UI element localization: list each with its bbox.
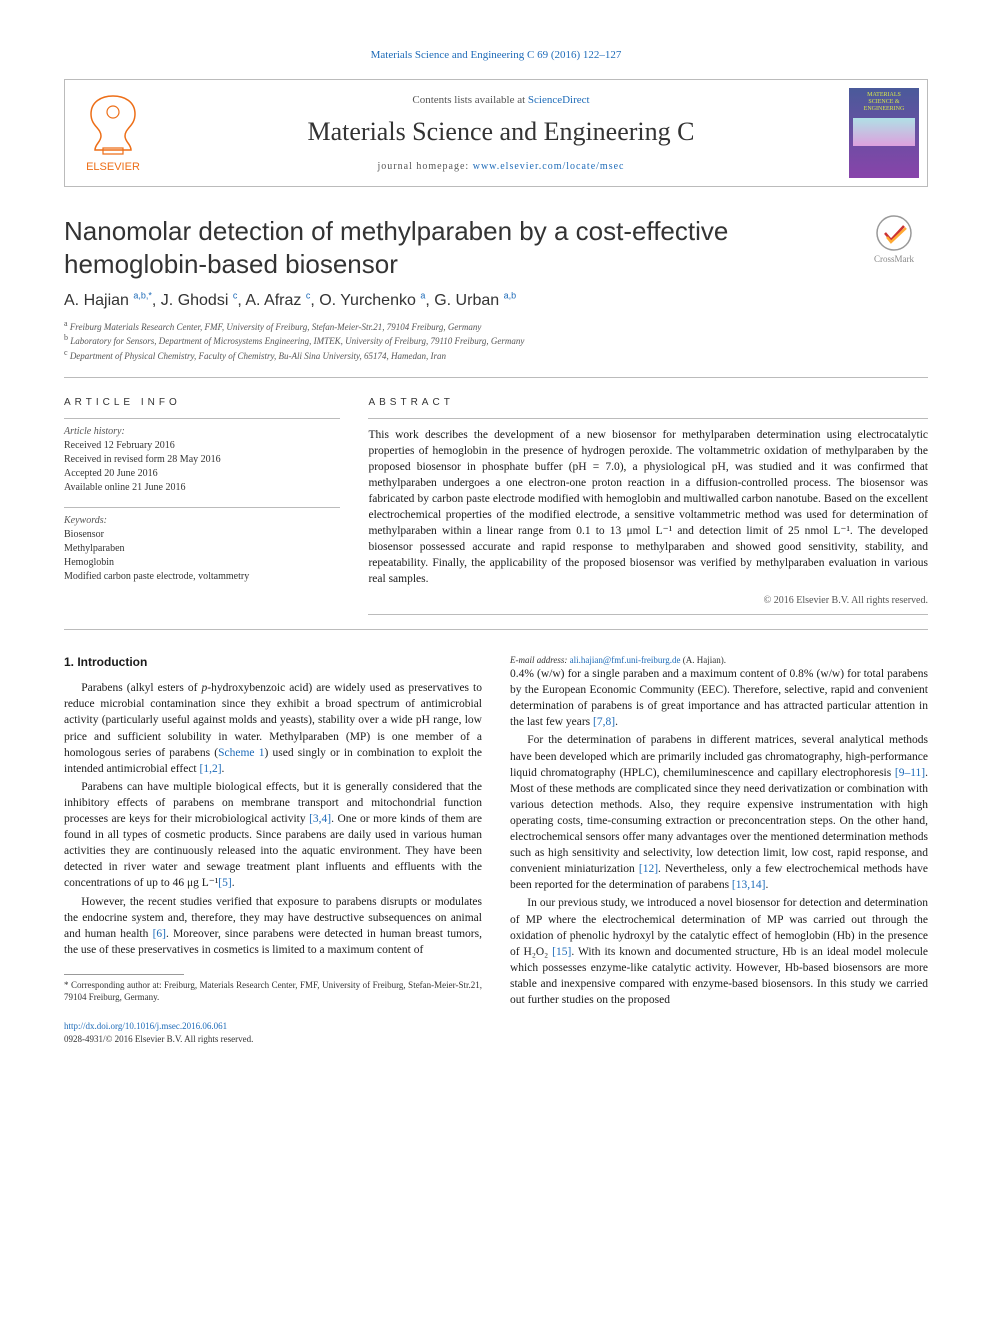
p5-ref1[interactable]: [9–11] — [895, 767, 925, 779]
email-addr[interactable]: ali.hajian@fmf.uni-freiburg.de — [570, 655, 681, 665]
keywords-block: Keywords: Biosensor Methylparaben Hemogl… — [64, 507, 340, 584]
cover-band — [853, 118, 915, 146]
copyright-line: © 2016 Elsevier B.V. All rights reserved… — [368, 594, 928, 608]
affiliation-c: c Department of Physical Chemistry, Facu… — [64, 350, 928, 363]
para-6: In our previous study, we introduced a n… — [510, 895, 928, 1008]
affiliation-c-text: Department of Physical Chemistry, Facult… — [70, 351, 446, 361]
p5d: . — [765, 879, 768, 891]
history-accepted: Accepted 20 June 2016 — [64, 467, 340, 481]
crossmark-label: CrossMark — [874, 253, 914, 266]
affiliation-b-text: Laboratory for Sensors, Department of Mi… — [70, 336, 524, 346]
p6b: . With its known and documented structur… — [510, 946, 928, 1006]
history-revised: Received in revised form 28 May 2016 — [64, 453, 340, 467]
p4-ref1[interactable]: [7,8] — [593, 716, 615, 728]
author-5: , G. Urban — [425, 292, 503, 309]
p2c: . — [232, 877, 235, 889]
keywords-label: Keywords: — [64, 514, 340, 528]
author-2: , J. Ghodsi — [152, 292, 233, 309]
p5a: For the determination of parabens in dif… — [510, 734, 928, 778]
affiliation-b: b Laboratory for Sensors, Department of … — [64, 335, 928, 348]
p5-ref2[interactable]: [12] — [639, 863, 658, 875]
citation-text[interactable]: Materials Science and Engineering C 69 (… — [371, 49, 622, 61]
p1d: . — [222, 763, 225, 775]
abstract-heading: abstract — [368, 396, 928, 410]
header-citation: Materials Science and Engineering C 69 (… — [64, 48, 928, 63]
email-label: E-mail address: — [510, 655, 570, 665]
svg-text:ELSEVIER: ELSEVIER — [86, 161, 140, 173]
p4a: 0.4% (w/w) for a single paraben and a ma… — [510, 668, 928, 728]
affiliation-a-text: Freiburg Materials Research Center, FMF,… — [70, 322, 482, 332]
email-tail: (A. Hajian). — [681, 655, 726, 665]
p2-ref1[interactable]: [3,4] — [309, 813, 331, 825]
keyword-3: Hemoglobin — [64, 556, 340, 570]
affiliation-a: a Freiburg Materials Research Center, FM… — [64, 321, 928, 334]
footnote-rule — [64, 974, 184, 975]
contents-prefix: Contents lists available at — [412, 94, 527, 106]
p3-ref1[interactable]: [6] — [153, 928, 166, 940]
journal-header: ELSEVIER Contents lists available at Sci… — [64, 79, 928, 187]
sciencedirect-link[interactable]: ScienceDirect — [528, 94, 590, 106]
page-root: Materials Science and Engineering C 69 (… — [0, 0, 992, 1093]
bottom-info: http://dx.doi.org/10.1016/j.msec.2016.06… — [64, 1020, 928, 1045]
keyword-4: Modified carbon paste electrode, voltamm… — [64, 570, 340, 584]
cover-t2: SCIENCE & — [868, 99, 899, 106]
para-1: Parabens (alkyl esters of p-hydroxybenzo… — [64, 680, 482, 777]
keyword-2: Methylparaben — [64, 542, 340, 556]
p2-ref2[interactable]: [5] — [218, 877, 231, 889]
p1-ref1[interactable]: Scheme 1 — [218, 747, 264, 759]
abstract-col: abstract This work describes the develop… — [368, 396, 928, 615]
abstract-text: This work describes the development of a… — [368, 427, 928, 588]
homepage-url[interactable]: www.elsevier.com/locate/msec — [473, 161, 625, 172]
body-columns: 1. Introduction Parabens (alkyl esters o… — [64, 654, 928, 1009]
p1-ref2[interactable]: [1,2] — [200, 763, 222, 775]
crossmark-badge[interactable]: CrossMark — [860, 215, 928, 266]
journal-homepage: journal homepage: www.elsevier.com/locat… — [169, 160, 833, 174]
author-5-aff: a,b — [504, 291, 517, 301]
elsevier-logo: ELSEVIER — [73, 88, 153, 178]
para-3: However, the recent studies verified tha… — [64, 894, 482, 958]
doi-link[interactable]: http://dx.doi.org/10.1016/j.msec.2016.06… — [64, 1021, 227, 1031]
authors-line: A. Hajian a,b,*, J. Ghodsi c, A. Afraz c… — [64, 290, 928, 312]
para-5: For the determination of parabens in dif… — [510, 732, 928, 893]
article-info-col: article info Article history: Received 1… — [64, 396, 340, 615]
p5-ref3[interactable]: [13,14] — [732, 879, 766, 891]
history-online: Available online 21 June 2016 — [64, 481, 340, 495]
divider-abs-bottom — [368, 614, 928, 615]
header-center: Contents lists available at ScienceDirec… — [169, 93, 833, 175]
p4b: . — [615, 716, 618, 728]
author-1-aff: a,b, — [133, 291, 148, 301]
p6-ref1[interactable]: [15] — [552, 946, 571, 958]
author-4: , O. Yurchenko — [310, 292, 420, 309]
p5b: . Most of these methods are complicated … — [510, 767, 928, 876]
author-1: A. Hajian — [64, 292, 133, 309]
divider-abs — [368, 418, 928, 419]
homepage-label: journal homepage: — [378, 161, 473, 172]
author-3: , A. Afraz — [237, 292, 305, 309]
info-heading: article info — [64, 396, 340, 410]
email-footnote: E-mail address: ali.hajian@fmf.uni-freib… — [510, 654, 928, 667]
contents-line: Contents lists available at ScienceDirec… — [169, 93, 833, 108]
journal-name: Materials Science and Engineering C — [169, 114, 833, 150]
cover-t3: ENGINEERING — [864, 106, 905, 113]
history-received: Received 12 February 2016 — [64, 439, 340, 453]
para-2: Parabens can have multiple biological ef… — [64, 779, 482, 892]
issn-line: 0928-4931/© 2016 Elsevier B.V. All right… — [64, 1033, 928, 1046]
footnote-star: * Corresponding author at: Freiburg, Mat… — [64, 980, 482, 1003]
title-row: Nanomolar detection of methylparaben by … — [64, 215, 928, 280]
article-title: Nanomolar detection of methylparaben by … — [64, 215, 844, 280]
divider-mid — [64, 629, 928, 630]
journal-cover-thumb: MATERIALS SCIENCE & ENGINEERING — [849, 88, 919, 178]
info-abstract-row: article info Article history: Received 1… — [64, 396, 928, 615]
corresponding-footnote: * Corresponding author at: Freiburg, Mat… — [64, 979, 482, 1004]
p1a: Parabens (alkyl esters of — [81, 682, 201, 694]
divider-top — [64, 377, 928, 378]
intro-heading: 1. Introduction — [64, 654, 482, 671]
para-4: 0.4% (w/w) for a single paraben and a ma… — [510, 666, 928, 730]
history-label: Article history: — [64, 425, 340, 439]
history-block: Article history: Received 12 February 20… — [64, 418, 340, 495]
keyword-1: Biosensor — [64, 528, 340, 542]
cover-t1: MATERIALS — [867, 92, 901, 99]
